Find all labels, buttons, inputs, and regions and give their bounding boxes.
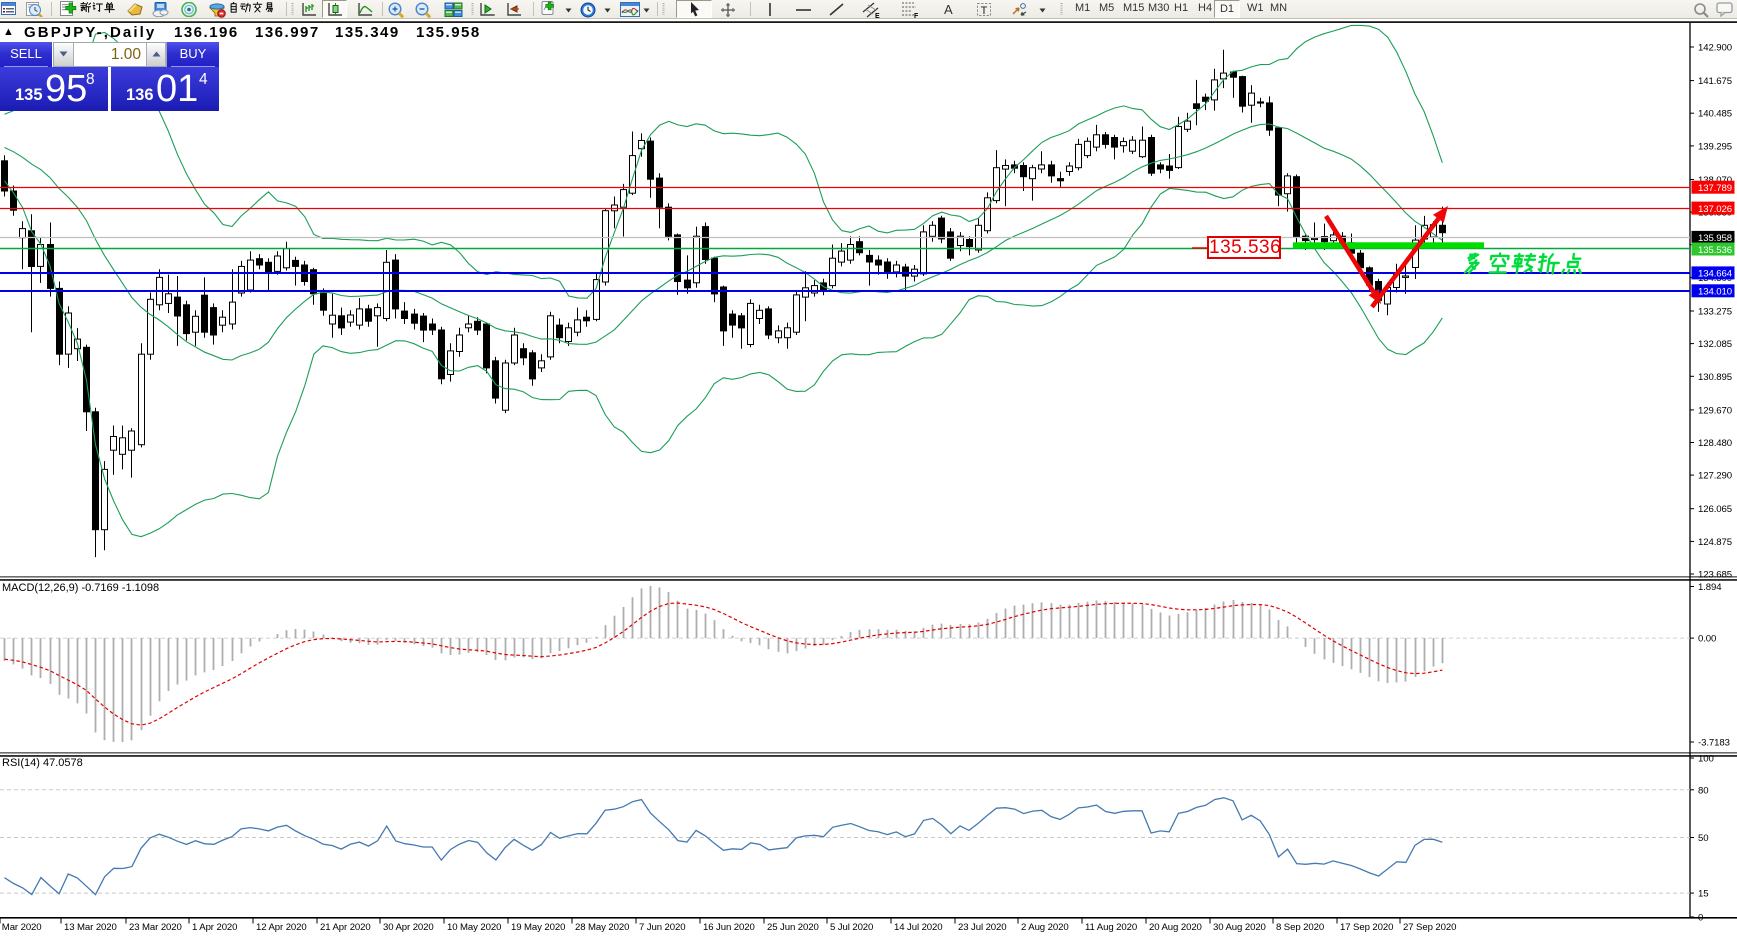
svg-text:135.958: 135.958 <box>1698 233 1732 244</box>
svg-text:50: 50 <box>1698 833 1708 844</box>
svg-text:25 Jun 2020: 25 Jun 2020 <box>767 922 819 933</box>
svg-text:1.894: 1.894 <box>1698 582 1722 593</box>
svg-text:132.085: 132.085 <box>1698 339 1732 350</box>
svg-text:19 May 2020: 19 May 2020 <box>511 922 565 933</box>
svg-text:139.295: 139.295 <box>1698 141 1732 152</box>
svg-text:20 Aug 2020: 20 Aug 2020 <box>1149 922 1202 933</box>
svg-text:16 Jun 2020: 16 Jun 2020 <box>703 922 755 933</box>
svg-text:100: 100 <box>1698 754 1714 765</box>
svg-text:128.480: 128.480 <box>1698 438 1732 449</box>
svg-text:127.290: 127.290 <box>1698 471 1732 482</box>
svg-text:11 Aug 2020: 11 Aug 2020 <box>1085 922 1137 933</box>
svg-text:2 Aug 2020: 2 Aug 2020 <box>1021 922 1069 933</box>
svg-text:30 Aug 2020: 30 Aug 2020 <box>1213 922 1266 933</box>
svg-text:5 Mar 2020: 5 Mar 2020 <box>0 922 42 933</box>
svg-text:12 Apr 2020: 12 Apr 2020 <box>256 922 307 933</box>
svg-text:17 Sep 2020: 17 Sep 2020 <box>1340 922 1393 933</box>
svg-text:23 Mar 2020: 23 Mar 2020 <box>129 922 182 933</box>
svg-text:14 Jul 2020: 14 Jul 2020 <box>894 922 943 933</box>
svg-text:-3.7183: -3.7183 <box>1698 738 1730 749</box>
svg-text:124.875: 124.875 <box>1698 537 1732 548</box>
svg-text:142.900: 142.900 <box>1698 43 1732 54</box>
svg-text:80: 80 <box>1698 785 1708 796</box>
svg-text:140.485: 140.485 <box>1698 109 1732 120</box>
svg-text:135.536: 135.536 <box>1698 245 1732 256</box>
svg-text:15: 15 <box>1698 889 1708 900</box>
svg-text:129.670: 129.670 <box>1698 405 1732 416</box>
svg-text:T: T <box>981 5 988 17</box>
svg-text:123.685: 123.685 <box>1698 570 1732 581</box>
svg-text:8 Sep 2020: 8 Sep 2020 <box>1276 922 1324 933</box>
svg-text:F: F <box>914 13 919 18</box>
svg-text:7 Jun 2020: 7 Jun 2020 <box>639 922 685 933</box>
svg-text:133.275: 133.275 <box>1698 307 1732 318</box>
svg-text:E: E <box>875 13 880 19</box>
svg-text:134.664: 134.664 <box>1698 269 1733 280</box>
svg-text:0.00: 0.00 <box>1698 634 1716 645</box>
svg-text:141.675: 141.675 <box>1698 76 1732 87</box>
svg-text:21 Apr 2020: 21 Apr 2020 <box>320 922 371 933</box>
svg-text:137.026: 137.026 <box>1698 204 1732 215</box>
svg-text:126.065: 126.065 <box>1698 504 1732 515</box>
svg-text:137.789: 137.789 <box>1698 183 1732 194</box>
svg-text:30 Apr 2020: 30 Apr 2020 <box>383 922 434 933</box>
svg-text:1 Apr 2020: 1 Apr 2020 <box>192 922 237 933</box>
svg-text:5 Jul 2020: 5 Jul 2020 <box>830 922 873 933</box>
svg-text:0: 0 <box>1698 913 1703 924</box>
svg-text:138.070: 138.070 <box>1698 175 1732 186</box>
svg-text:27 Sep 2020: 27 Sep 2020 <box>1403 922 1456 933</box>
svg-text:134.010: 134.010 <box>1698 287 1732 298</box>
svg-text:10 May 2020: 10 May 2020 <box>447 922 501 933</box>
svg-text:13 Mar 2020: 13 Mar 2020 <box>64 922 117 933</box>
svg-text:23 Jul 2020: 23 Jul 2020 <box>958 922 1007 933</box>
svg-text:130.895: 130.895 <box>1698 372 1732 383</box>
svg-text:28 May 2020: 28 May 2020 <box>575 922 629 933</box>
